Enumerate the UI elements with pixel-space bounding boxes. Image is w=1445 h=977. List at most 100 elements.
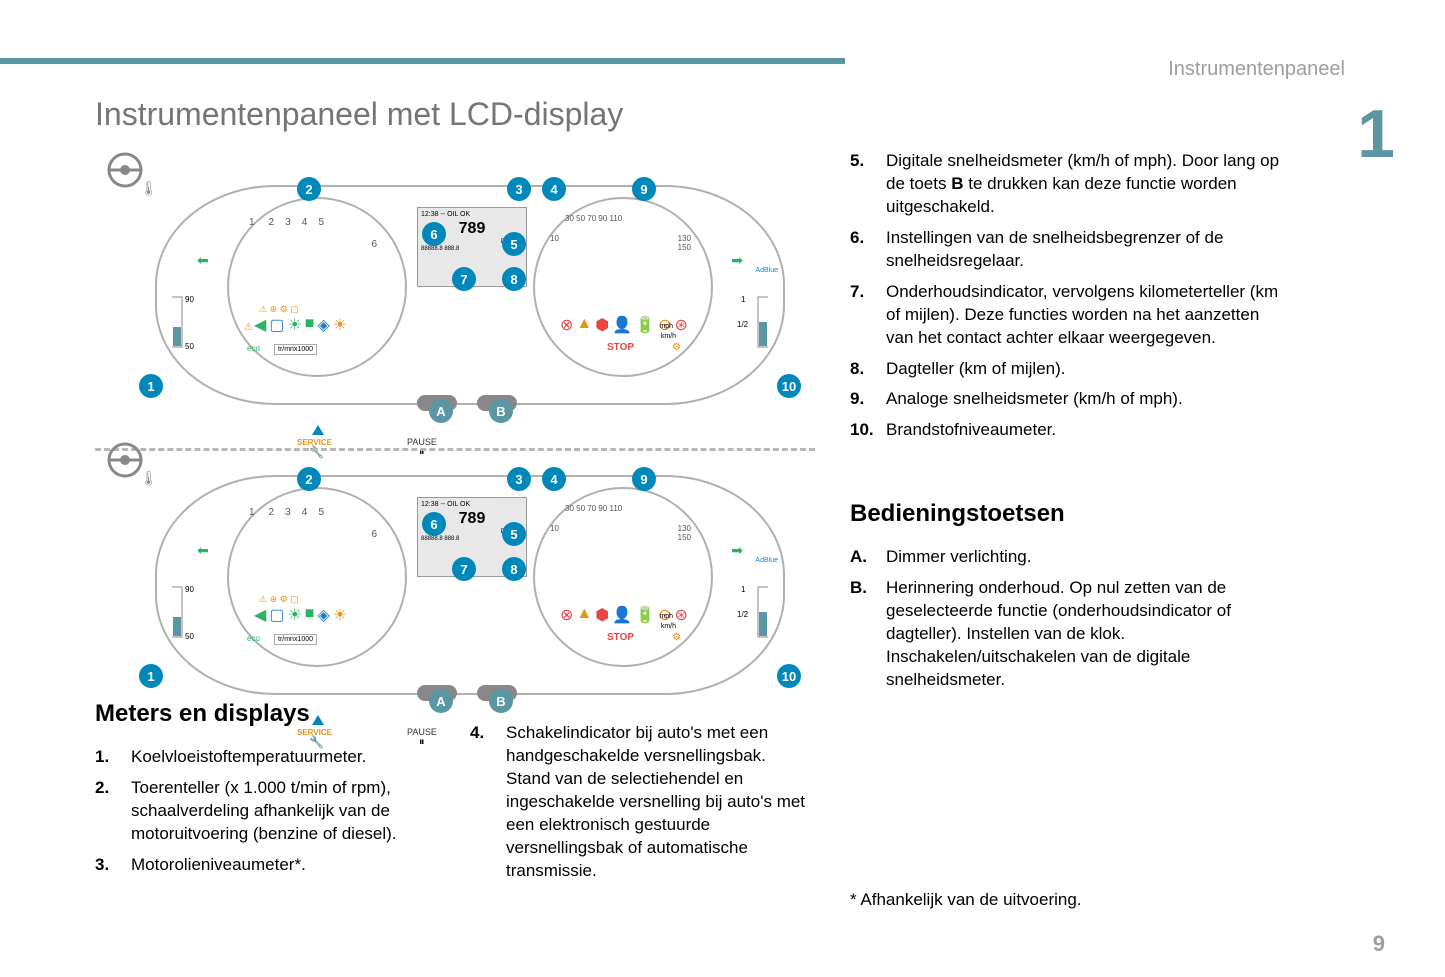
list-text: Analoge snelheidsmeter (km/h of mph). bbox=[886, 388, 1280, 411]
list-item: 1.Koelvloeistoftemperatuurmeter. bbox=[95, 746, 445, 769]
callout-8: 8 bbox=[502, 267, 526, 291]
footnote: * Afhankelijk van de uitvoering. bbox=[850, 890, 1082, 910]
svg-text:90: 90 bbox=[185, 585, 194, 594]
instrument-cluster-top: 1 2 3 4 5 6 ◀▢☀■◈☀ ⚠ ⊕ ⚙ ▢ tr/mnx1000 ec… bbox=[155, 185, 785, 405]
list-number: B. bbox=[850, 577, 886, 692]
thermometer-icon: 🌡 bbox=[140, 180, 158, 197]
list-item: 9.Analoge snelheidsmeter (km/h of mph). bbox=[850, 388, 1280, 411]
list-item: 2.Toerenteller (x 1.000 t/min of rpm), s… bbox=[95, 777, 445, 846]
right-numbered-list: 5.Digitale snelheidsmeter (km/h of mph).… bbox=[850, 150, 1280, 442]
list-text: Onderhoudsindicator, vervolgens kilomete… bbox=[886, 281, 1280, 350]
speedometer-gauge-2: 30 50 70 90 110 130150 10 ⊗▲⬢👤🔋⊙⊛ STOP k… bbox=[533, 487, 713, 667]
callout-a: A bbox=[429, 399, 453, 423]
turn-left-icon: ⬅ bbox=[197, 252, 209, 269]
callout-b: B bbox=[489, 399, 513, 423]
coolant-temp-gauge: 90 50 bbox=[167, 287, 207, 357]
list-item: 6.Instellingen van de snelheidsbegrenzer… bbox=[850, 227, 1280, 273]
list-text: Brandstofniveaumeter. bbox=[886, 419, 1280, 442]
svg-text:1/2: 1/2 bbox=[737, 610, 749, 619]
steering-wheel-icon bbox=[105, 150, 145, 190]
svg-text:1: 1 bbox=[741, 295, 746, 304]
turn-right-icon-2: ➡ bbox=[731, 542, 743, 559]
svg-text:1: 1 bbox=[741, 585, 746, 594]
chapter-number: 1 bbox=[1357, 95, 1395, 173]
list-number: 4. bbox=[470, 722, 506, 883]
svg-text:50: 50 bbox=[185, 632, 194, 641]
meters-heading: Meters en displays bbox=[95, 700, 445, 728]
list-item: 8.Dagteller (km of mijlen). bbox=[850, 358, 1280, 381]
adblue-label: AdBlue bbox=[755, 267, 778, 274]
list-text: Toerenteller (x 1.000 t/min of rpm), sch… bbox=[131, 777, 445, 846]
coolant-temp-gauge-2: 90 50 bbox=[167, 577, 207, 647]
thermometer-icon-2: 🌡 bbox=[140, 470, 158, 487]
list-item: 10.Brandstofniveaumeter. bbox=[850, 419, 1280, 442]
list-item: 4.Schakelindicator bij auto's met een ha… bbox=[470, 722, 810, 883]
callout-6: 6 bbox=[422, 222, 446, 246]
meters-section: Meters en displays 1.Koelvloeistoftemper… bbox=[95, 700, 445, 885]
svg-text:50: 50 bbox=[185, 342, 194, 351]
list-number: 9. bbox=[850, 388, 886, 411]
list-number: 6. bbox=[850, 227, 886, 273]
tachometer-gauge-2: 1 2 3 4 5 6 ◀▢☀■◈☀ ⚠ ⊕ ⚙ ▢ tr/mnx1000 ec… bbox=[227, 487, 407, 667]
list-number: A. bbox=[850, 546, 886, 569]
kmh-label: km/h bbox=[661, 333, 676, 340]
callout-2: 2 bbox=[297, 177, 321, 201]
list-number: 8. bbox=[850, 358, 886, 381]
list-item: 7.Onderhoudsindicator, vervolgens kilome… bbox=[850, 281, 1280, 350]
list-text: Koelvloeistoftemperatuurmeter. bbox=[131, 746, 445, 769]
list-item: 3.Motorolieniveaumeter*. bbox=[95, 854, 445, 877]
right-list-section: 5.Digitale snelheidsmeter (km/h of mph).… bbox=[850, 150, 1280, 450]
turn-right-icon: ➡ bbox=[731, 252, 743, 269]
meters-list-col2: 4.Schakelindicator bij auto's met een ha… bbox=[470, 722, 810, 883]
turn-left-icon-2: ⬅ bbox=[197, 542, 209, 559]
page-number: 9 bbox=[1373, 931, 1385, 957]
list-text: Motorolieniveaumeter*. bbox=[131, 854, 445, 877]
list-number: 7. bbox=[850, 281, 886, 350]
list-text: Dagteller (km of mijlen). bbox=[886, 358, 1280, 381]
lcd-time: 12:38 bbox=[421, 211, 439, 218]
list-item: A.Dimmer verlichting. bbox=[850, 546, 1280, 569]
list-number: 3. bbox=[95, 854, 131, 877]
tachometer-gauge: 1 2 3 4 5 6 ◀▢☀■◈☀ ⚠ ⊕ ⚙ ▢ tr/mnx1000 ec… bbox=[227, 197, 407, 377]
divider bbox=[95, 448, 815, 451]
svg-text:1/2: 1/2 bbox=[737, 320, 749, 329]
section-label: Instrumentenpaneel bbox=[1168, 58, 1345, 81]
list-item: 5.Digitale snelheidsmeter (km/h of mph).… bbox=[850, 150, 1280, 219]
callout-9: 9 bbox=[632, 177, 656, 201]
callout-1: 1 bbox=[139, 374, 163, 398]
list-text: Schakelindicator bij auto's met een hand… bbox=[506, 722, 810, 883]
fuel-gauge-2: 11/2 AdBlue bbox=[733, 577, 773, 647]
mph-label: mph bbox=[659, 323, 673, 330]
svg-text:90: 90 bbox=[185, 295, 194, 304]
callout-4: 4 bbox=[542, 177, 566, 201]
lcd-oil: OIL OK bbox=[447, 211, 470, 218]
controls-list: A.Dimmer verlichting.B.Herinnering onder… bbox=[850, 546, 1280, 692]
controls-heading: Bedieningstoetsen bbox=[850, 500, 1280, 528]
callout-3: 3 bbox=[507, 177, 531, 201]
rpm-unit-label: tr/mnx1000 bbox=[274, 344, 317, 355]
list-number: 5. bbox=[850, 150, 886, 219]
page-title: Instrumentenpaneel met LCD-display bbox=[95, 96, 623, 133]
callout-7: 7 bbox=[452, 267, 476, 291]
list-text: Dimmer verlichting. bbox=[886, 546, 1280, 569]
callout-10: 10 bbox=[777, 374, 801, 398]
callout-5: 5 bbox=[502, 232, 526, 256]
list-text: Digitale snelheidsmeter (km/h of mph). D… bbox=[886, 150, 1280, 219]
diagram-area: 🌡 1 2 3 4 5 6 ◀▢☀■◈☀ ⚠ ⊕ ⚙ ▢ tr/mnx1000 … bbox=[95, 150, 815, 670]
list-number: 10. bbox=[850, 419, 886, 442]
meters-section-col2: 4.Schakelindicator bij auto's met een ha… bbox=[470, 722, 810, 891]
header-accent-bar bbox=[0, 58, 845, 64]
list-text: Herinnering onderhoud. Op nul zetten van… bbox=[886, 577, 1280, 692]
list-item: B.Herinnering onderhoud. Op nul zetten v… bbox=[850, 577, 1280, 692]
list-number: 2. bbox=[95, 777, 131, 846]
speedometer-gauge: 30 50 70 90 110 130150 10 ⊗▲⬢👤🔋⊙⊛ STOP k… bbox=[533, 197, 713, 377]
stop-warning: STOP bbox=[607, 342, 634, 353]
lcd-speed: 789 bbox=[459, 220, 486, 237]
instrument-cluster-bottom: 1 2 3 4 5 6 ◀▢☀■◈☀ ⚠ ⊕ ⚙ ▢ tr/mnx1000 ec… bbox=[155, 475, 785, 695]
arrow-service bbox=[312, 425, 324, 435]
list-text: Instellingen van de snelheidsbegrenzer o… bbox=[886, 227, 1280, 273]
meters-list: 1.Koelvloeistoftemperatuurmeter.2.Toeren… bbox=[95, 746, 445, 877]
list-number: 1. bbox=[95, 746, 131, 769]
controls-section: Bedieningstoetsen A.Dimmer verlichting.B… bbox=[850, 500, 1280, 700]
steering-wheel-icon-2 bbox=[105, 440, 145, 480]
